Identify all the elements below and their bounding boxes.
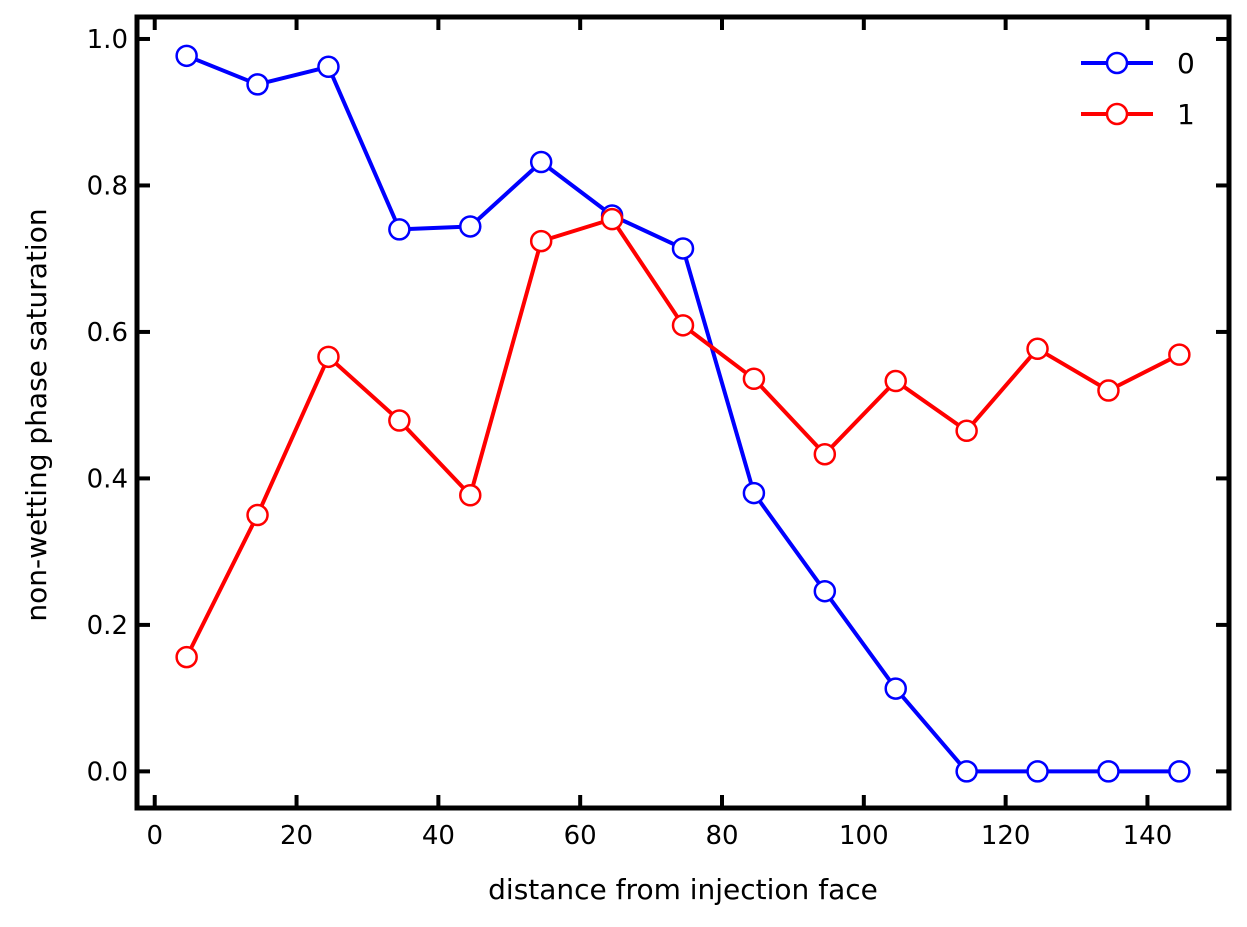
data-point: [317, 55, 340, 79]
data-point: [671, 237, 695, 260]
data-point: [388, 409, 411, 432]
data-point: [813, 442, 837, 466]
data-point: [529, 150, 553, 174]
data-point: [955, 760, 978, 783]
series-line: [185, 53, 1180, 774]
data-point: [246, 503, 269, 527]
data-point: [317, 345, 340, 369]
y-tick-label: 0.2: [87, 611, 128, 641]
data-point: [1097, 760, 1120, 783]
legend-item-1: 1: [1081, 98, 1195, 131]
y-axis-label: non-wetting phase saturation: [20, 208, 53, 621]
legend-label: 1: [1177, 98, 1195, 131]
x-tick-label: 20: [280, 821, 313, 851]
x-tick-label: 140: [1123, 821, 1173, 851]
x-tick-label: 40: [422, 821, 455, 851]
legend-label: 0: [1177, 47, 1195, 80]
series-0: [175, 44, 1191, 783]
data-point: [742, 367, 766, 391]
data-point: [459, 484, 482, 507]
x-axis-label: distance from injection face: [488, 873, 878, 906]
x-tick-label: 80: [705, 821, 738, 851]
data-point: [884, 369, 907, 393]
series-line: [184, 217, 1181, 658]
series-1: [175, 207, 1191, 669]
data-point: [175, 645, 198, 669]
data-point: [742, 481, 766, 505]
data-point: [459, 215, 482, 238]
data-point: [884, 677, 907, 700]
y-tick-label: 1.0: [87, 25, 128, 55]
x-tick-label: 100: [839, 821, 889, 851]
axis-ticks: 0 20 40 60 80 100 120 140 0.0 0.2 0.4 0.6 0.8 1.0: [87, 17, 1229, 851]
data-point: [246, 73, 269, 96]
data-point: [1097, 379, 1120, 402]
y-tick-label: 0.0: [87, 757, 128, 787]
data-point: [529, 229, 553, 253]
data-point: [1168, 760, 1191, 783]
data-point: [600, 207, 624, 231]
y-tick-label: 0.8: [87, 171, 128, 201]
y-tick-label: 0.6: [87, 318, 128, 348]
data-point: [955, 419, 978, 443]
data-point: [1026, 337, 1049, 361]
legend: 01: [1081, 47, 1195, 131]
series-layer: [175, 44, 1191, 783]
data-point: [671, 314, 695, 337]
x-tick-label: 0: [146, 821, 163, 851]
data-point: [1026, 760, 1049, 783]
legend-item-0: 0: [1081, 47, 1195, 80]
plot-frame: [134, 14, 1232, 811]
legend-marker: [1105, 102, 1129, 126]
data-point: [175, 44, 198, 68]
x-tick-label: 60: [564, 821, 597, 851]
legend-marker: [1105, 51, 1129, 75]
data-point: [813, 579, 837, 603]
data-point: [388, 218, 411, 241]
y-tick-label: 0.4: [87, 464, 128, 494]
x-tick-label: 120: [981, 821, 1031, 851]
data-point: [1168, 343, 1191, 366]
